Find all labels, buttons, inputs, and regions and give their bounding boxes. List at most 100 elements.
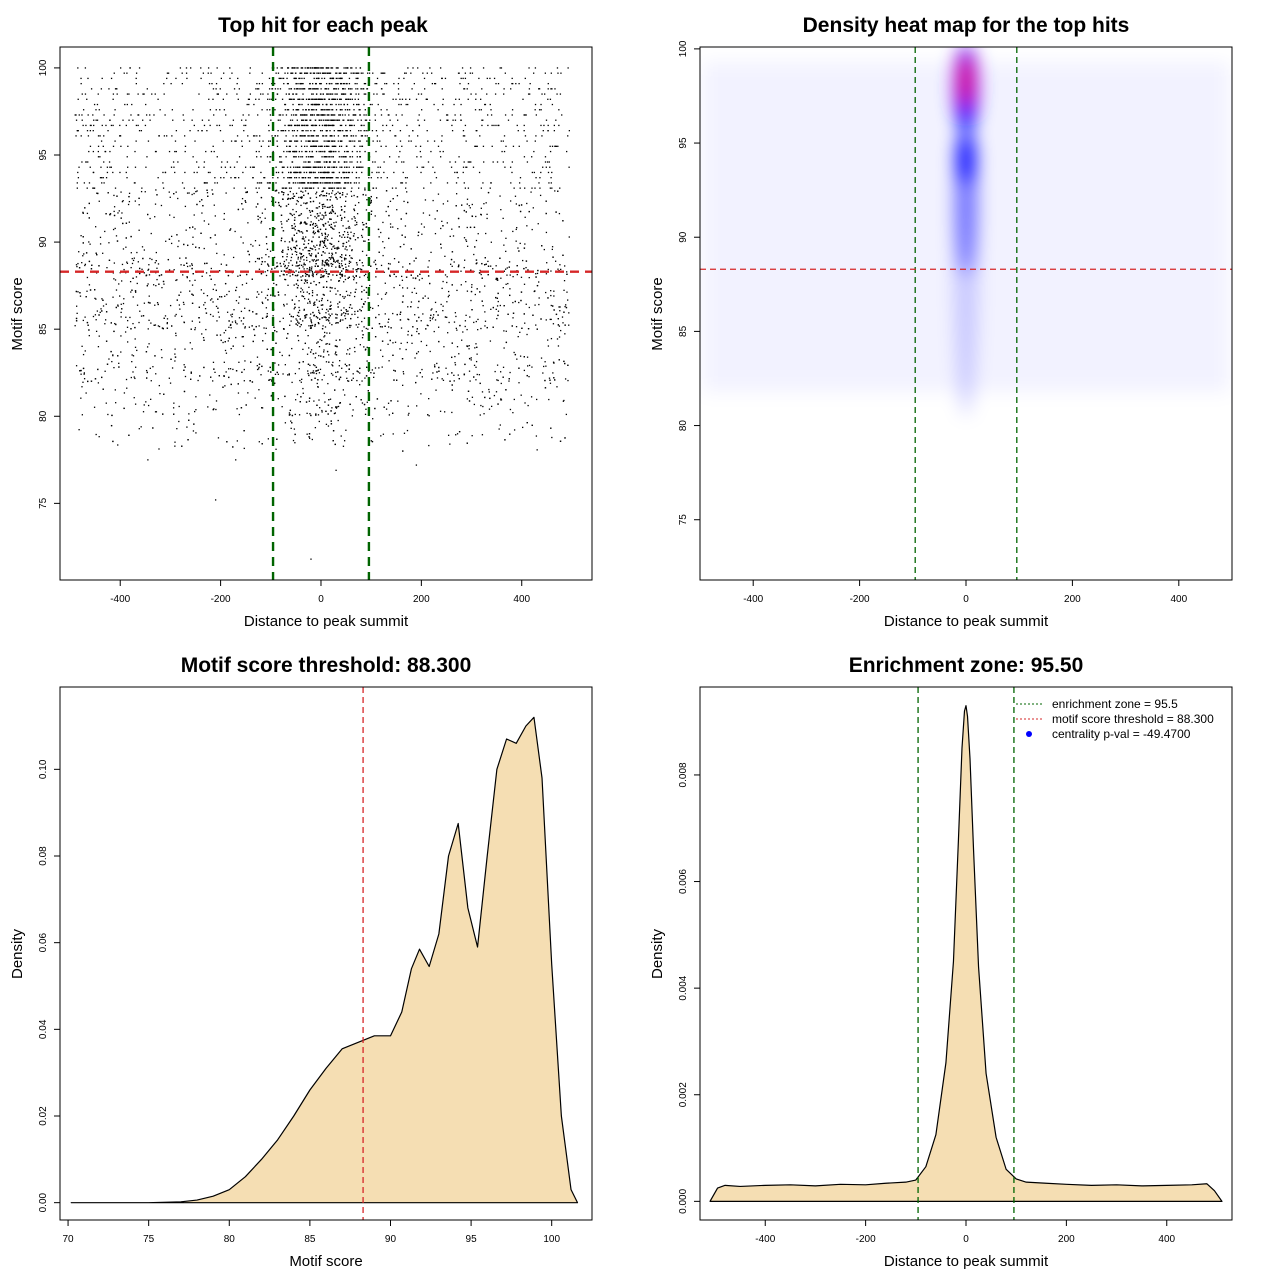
scatter-point bbox=[351, 195, 353, 197]
scatter-point bbox=[317, 67, 319, 69]
scatter-point bbox=[142, 257, 144, 260]
scatter-point bbox=[568, 130, 571, 132]
scatter-point bbox=[403, 77, 405, 80]
scatter-point bbox=[338, 192, 341, 195]
scatter-point bbox=[191, 320, 193, 322]
scatter-point bbox=[550, 270, 552, 272]
scatter-point bbox=[324, 205, 326, 208]
scatter-point bbox=[186, 265, 189, 268]
scatter-point bbox=[281, 171, 284, 174]
scatter-point bbox=[329, 135, 331, 137]
scatter-point bbox=[481, 391, 484, 393]
scatter-point bbox=[378, 313, 380, 316]
scatter-point bbox=[327, 166, 329, 168]
scatter-point bbox=[403, 200, 405, 203]
scatter-point bbox=[315, 193, 317, 195]
scatter-point bbox=[480, 109, 482, 111]
scatter-point bbox=[354, 310, 356, 313]
scatter-point bbox=[364, 377, 366, 379]
scatter-point bbox=[333, 245, 335, 247]
scatter-point bbox=[315, 413, 317, 415]
scatter-point bbox=[550, 427, 552, 429]
scatter-point bbox=[299, 252, 301, 254]
scatter-point bbox=[505, 283, 507, 285]
scatter-point bbox=[470, 357, 472, 359]
scatter-point bbox=[357, 166, 359, 168]
scatter-point bbox=[417, 351, 420, 353]
scatter-point bbox=[543, 124, 545, 127]
scatter-point bbox=[355, 88, 357, 90]
scatter-point bbox=[161, 286, 163, 289]
scatter-point bbox=[334, 98, 337, 100]
scatter-point bbox=[292, 103, 294, 106]
scatter-point bbox=[536, 398, 538, 401]
scatter-point bbox=[420, 340, 422, 343]
scatter-point bbox=[317, 414, 320, 416]
scatter-point bbox=[307, 370, 309, 372]
scatter-point bbox=[305, 109, 307, 111]
scatter-point bbox=[306, 145, 308, 147]
scatter-point bbox=[334, 353, 336, 355]
scatter-point bbox=[323, 351, 325, 353]
scatter-point bbox=[287, 248, 289, 251]
scatter-point bbox=[339, 214, 342, 216]
scatter-point bbox=[319, 171, 322, 174]
scatter-point bbox=[289, 177, 292, 179]
scatter-point bbox=[258, 182, 260, 184]
scatter-point bbox=[419, 150, 421, 153]
scatter-point bbox=[104, 323, 106, 325]
scatter-point bbox=[292, 72, 294, 74]
scatter-point bbox=[370, 265, 372, 267]
scatter-point bbox=[290, 140, 293, 142]
scatter-point bbox=[363, 103, 365, 106]
scatter-point bbox=[505, 145, 507, 147]
scatter-point bbox=[353, 114, 355, 116]
scatter-point bbox=[421, 109, 423, 111]
scatter-point bbox=[359, 161, 362, 163]
scatter-point bbox=[479, 135, 481, 137]
scatter-point bbox=[255, 88, 257, 90]
scatter-point bbox=[519, 187, 521, 189]
scatter-point bbox=[414, 357, 416, 359]
scatter-point bbox=[348, 109, 351, 111]
scatter-point bbox=[302, 348, 304, 351]
scatter-point bbox=[223, 72, 225, 74]
scatter-point bbox=[291, 414, 294, 417]
scatter-point bbox=[268, 77, 271, 80]
scatter-point bbox=[100, 308, 102, 310]
scatter-point bbox=[391, 124, 394, 127]
scatter-point bbox=[306, 279, 308, 281]
scatter-point bbox=[310, 187, 312, 189]
scatter-point bbox=[390, 226, 392, 228]
scatter-point bbox=[112, 171, 114, 174]
scatter-point bbox=[401, 114, 403, 116]
scatter-point bbox=[321, 214, 323, 216]
scatter-point bbox=[330, 211, 332, 213]
scatter-point bbox=[492, 326, 494, 328]
scatter-point bbox=[154, 355, 156, 357]
scatter-point bbox=[353, 124, 355, 127]
scatter-point bbox=[481, 277, 483, 279]
scatter-point bbox=[137, 124, 139, 127]
scatter-point bbox=[357, 88, 359, 90]
scatter-point bbox=[505, 250, 507, 253]
scatter-point bbox=[236, 82, 238, 85]
scatter-point bbox=[112, 124, 114, 127]
scatter-point bbox=[243, 124, 245, 127]
scatter-point bbox=[351, 218, 353, 220]
scatter-point bbox=[318, 215, 320, 217]
scatter-point bbox=[324, 335, 326, 337]
scatter-point bbox=[81, 119, 83, 121]
scatter-point bbox=[543, 248, 545, 251]
scatter-point bbox=[519, 242, 521, 245]
scatter-point bbox=[269, 366, 271, 369]
scatter-point bbox=[149, 119, 151, 121]
scatter-point bbox=[463, 135, 466, 137]
scatter-point bbox=[407, 306, 409, 308]
scatter-point bbox=[336, 314, 338, 316]
scatter-point bbox=[344, 278, 347, 281]
scatter-point bbox=[247, 298, 249, 300]
scatter-point bbox=[316, 342, 318, 344]
scatter-point bbox=[399, 313, 401, 316]
scatter-point bbox=[305, 72, 307, 74]
